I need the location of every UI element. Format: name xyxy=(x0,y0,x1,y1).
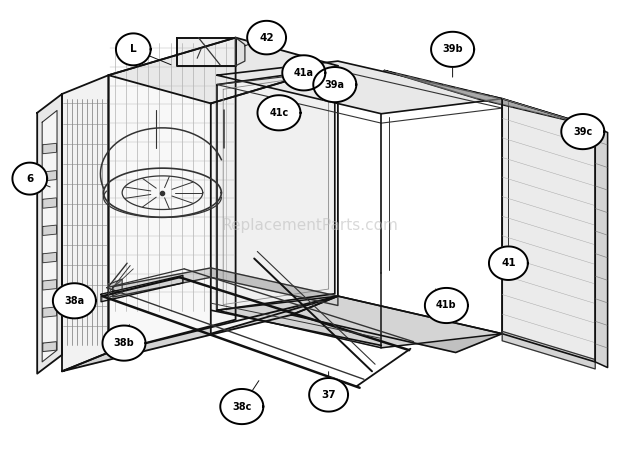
Polygon shape xyxy=(43,198,56,208)
Polygon shape xyxy=(43,225,56,235)
Polygon shape xyxy=(220,389,264,424)
Polygon shape xyxy=(42,110,57,362)
Polygon shape xyxy=(43,307,56,317)
Text: 41: 41 xyxy=(501,258,516,268)
Polygon shape xyxy=(102,326,146,360)
Polygon shape xyxy=(108,38,236,353)
Polygon shape xyxy=(43,143,56,154)
Polygon shape xyxy=(236,38,245,66)
Polygon shape xyxy=(53,283,96,318)
Polygon shape xyxy=(211,268,338,306)
Polygon shape xyxy=(43,252,56,263)
Text: L: L xyxy=(130,44,136,55)
Polygon shape xyxy=(62,296,338,371)
Text: 41c: 41c xyxy=(269,108,289,118)
Polygon shape xyxy=(217,68,335,310)
Text: ReplacementParts.com: ReplacementParts.com xyxy=(221,218,399,233)
Polygon shape xyxy=(108,38,338,103)
Polygon shape xyxy=(247,21,286,55)
Polygon shape xyxy=(502,99,595,362)
Polygon shape xyxy=(257,95,301,130)
Polygon shape xyxy=(489,246,528,280)
Polygon shape xyxy=(62,75,108,371)
Text: 42: 42 xyxy=(259,32,274,43)
Text: 6: 6 xyxy=(26,173,33,184)
Text: 39a: 39a xyxy=(325,79,345,90)
Polygon shape xyxy=(502,331,595,369)
Text: 37: 37 xyxy=(321,390,336,400)
Polygon shape xyxy=(211,66,338,334)
Polygon shape xyxy=(43,280,56,290)
Polygon shape xyxy=(425,288,468,323)
Polygon shape xyxy=(113,268,211,297)
Polygon shape xyxy=(561,114,604,149)
Polygon shape xyxy=(37,94,62,374)
Polygon shape xyxy=(12,163,47,195)
Text: 41a: 41a xyxy=(294,68,314,78)
Polygon shape xyxy=(217,296,502,348)
Text: 39b: 39b xyxy=(442,44,463,55)
Polygon shape xyxy=(217,61,502,114)
Polygon shape xyxy=(291,296,502,352)
Polygon shape xyxy=(43,342,56,352)
Polygon shape xyxy=(177,38,236,66)
Polygon shape xyxy=(101,275,183,302)
Text: 38b: 38b xyxy=(113,338,135,348)
Polygon shape xyxy=(384,70,595,127)
Text: 38a: 38a xyxy=(64,296,84,306)
Polygon shape xyxy=(43,171,56,181)
Polygon shape xyxy=(431,32,474,67)
Polygon shape xyxy=(313,67,356,102)
Polygon shape xyxy=(595,127,608,368)
Text: 39c: 39c xyxy=(573,126,593,137)
Text: 41b: 41b xyxy=(436,300,457,311)
Polygon shape xyxy=(108,279,122,298)
Polygon shape xyxy=(282,55,326,90)
Polygon shape xyxy=(309,378,348,412)
Text: 38c: 38c xyxy=(232,401,252,412)
Polygon shape xyxy=(116,33,151,65)
